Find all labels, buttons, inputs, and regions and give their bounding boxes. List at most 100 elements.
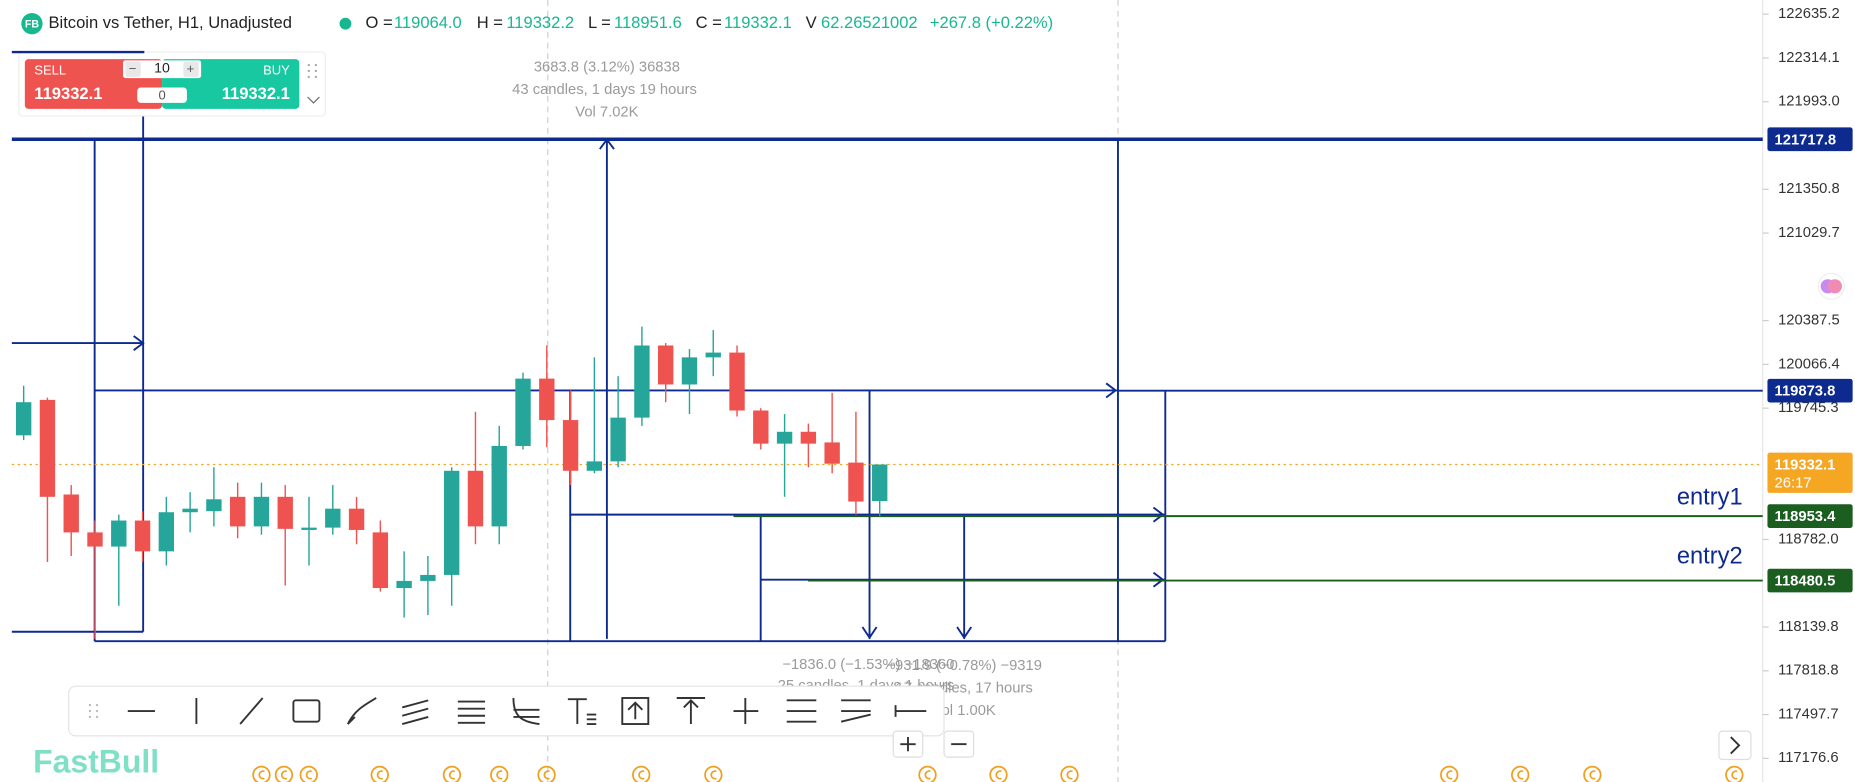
measure-text: Vol 7.02K — [575, 104, 638, 120]
tool-brush[interactable] — [346, 697, 377, 725]
volume-value: 62.26521002 — [821, 13, 918, 32]
event-marker — [1511, 765, 1530, 782]
quantity-box[interactable] — [123, 60, 202, 79]
y-tick-label: 120387.5 — [1778, 313, 1840, 329]
event-marker — [442, 765, 462, 782]
qty-minus-text: − — [129, 61, 137, 76]
logo: FastBull — [33, 744, 159, 780]
tool-note[interactable] — [621, 697, 650, 725]
quantity: 10 — [154, 60, 170, 76]
qty-minus[interactable] — [125, 61, 141, 77]
tool-fib-arc[interactable] — [512, 697, 540, 725]
candle-body — [301, 527, 317, 530]
zoom-in-icon — [900, 737, 916, 752]
status-dot — [339, 17, 352, 30]
y-tick-label: 122314.1 — [1778, 50, 1840, 66]
candle-body — [872, 464, 888, 502]
drawing-toolbar — [68, 685, 945, 737]
event-marker — [490, 765, 509, 782]
candle-body — [586, 461, 603, 471]
candle-body — [420, 574, 436, 581]
y-tick-label: 118782.0 — [1778, 531, 1839, 547]
event-marker-glyph — [305, 770, 313, 780]
tool-text[interactable] — [567, 698, 597, 725]
amount-box[interactable] — [137, 87, 187, 103]
candle-body — [39, 399, 56, 497]
y-tick-label: 120066.4 — [1778, 356, 1840, 372]
event-marker-glyph — [638, 770, 645, 780]
ohlc-value: 119332.2 — [506, 13, 574, 32]
drawing — [599, 138, 615, 639]
event-marker — [704, 765, 723, 782]
event-marker — [632, 765, 651, 782]
tool-cross[interactable] — [733, 697, 759, 725]
event-marker-glyph — [1446, 770, 1453, 780]
event-marker — [1725, 765, 1744, 782]
candle-body — [634, 345, 650, 418]
price-tag — [1767, 504, 1853, 528]
tool-fib[interactable] — [457, 700, 486, 724]
event-marker-glyph — [281, 770, 288, 780]
event-marker — [1583, 765, 1602, 782]
event-marker — [1440, 765, 1459, 782]
measure-text: Vol 1.00K — [933, 703, 996, 719]
price-tag-label: 119332.1 — [1775, 458, 1836, 474]
ohlc-label: C = — [696, 13, 722, 32]
candle-body — [111, 520, 127, 547]
event-marker-glyph — [1731, 770, 1738, 780]
measure-text: 3683.8 (3.12%) 36838 — [534, 59, 680, 75]
ohlc-value: 119332.1 — [724, 13, 792, 32]
panel-collapse[interactable] — [307, 96, 320, 104]
event-marker — [252, 765, 271, 782]
tool-rect[interactable] — [292, 699, 321, 723]
event-marker-glyph — [1517, 770, 1524, 780]
drawing — [569, 390, 1166, 642]
candle-body — [515, 378, 531, 446]
event-marker — [989, 765, 1008, 782]
event-marker-glyph — [496, 770, 503, 780]
tool-parallel[interactable] — [786, 699, 817, 723]
event-marker-glyph — [1589, 770, 1596, 780]
candle-body — [15, 402, 32, 436]
price-tag-label: 118480.5 — [1775, 574, 1836, 590]
y-tick-label: 119745.3 — [1778, 400, 1839, 416]
ohlc-value: 119064.0 — [394, 13, 462, 32]
candle-body — [681, 357, 698, 385]
price-tag — [1767, 452, 1853, 493]
price-tag-label: 121717.8 — [1775, 132, 1837, 148]
buy-price: 119332.1 — [222, 84, 290, 103]
qty-plus[interactable] — [183, 61, 199, 77]
candle-body — [491, 445, 507, 527]
candles — [15, 326, 888, 639]
candle-body — [63, 494, 79, 533]
scroll-right[interactable] — [1718, 730, 1752, 761]
event-marker-glyph — [449, 770, 456, 780]
y-tick-label: 121029.7 — [1778, 225, 1840, 241]
tool-channel[interactable] — [401, 699, 429, 725]
candle-body — [372, 532, 389, 589]
drawing — [11, 53, 145, 642]
ohlc-label: H = — [477, 13, 503, 32]
measure-text: −931.9 (−0.78%) −9319 — [886, 658, 1042, 674]
tool-price-line[interactable] — [676, 697, 706, 725]
drawing — [94, 138, 1167, 643]
event-marker — [1060, 765, 1079, 782]
candle-body — [206, 499, 222, 512]
tool-ray[interactable] — [894, 705, 927, 717]
entry-label: entry2 — [1677, 543, 1743, 569]
candle-body — [229, 496, 246, 527]
candle-body — [848, 462, 864, 502]
drawing — [861, 390, 973, 640]
ohlc-label: V — [806, 13, 817, 32]
tool-trendline[interactable] — [239, 697, 264, 725]
qty-plus-text: + — [187, 61, 195, 76]
drawings — [11, 53, 1167, 643]
candle-body — [158, 512, 175, 552]
tool-note-arrow[interactable] — [627, 701, 644, 720]
amount: 0 — [158, 87, 165, 102]
ai-icon — [1827, 279, 1842, 294]
tool-pitchfork[interactable] — [840, 699, 871, 723]
event-marker — [918, 765, 937, 782]
candle-body — [182, 508, 198, 513]
